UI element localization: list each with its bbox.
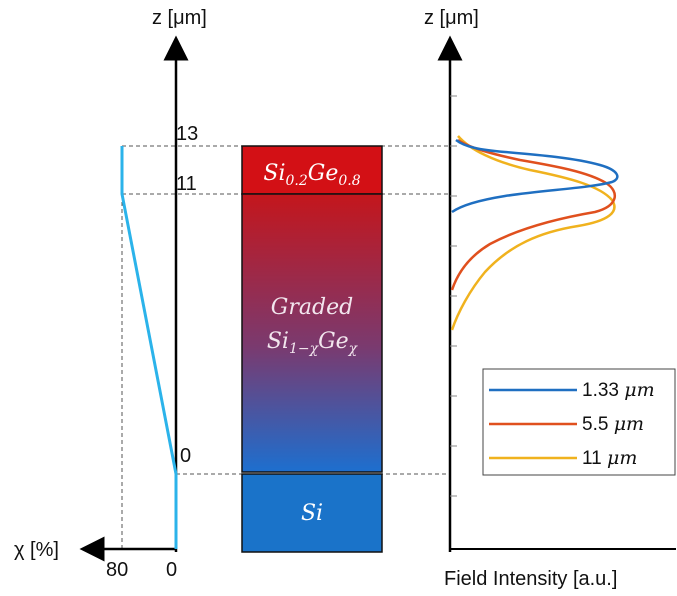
legend-item-1: 1.33 μm [489, 379, 655, 401]
mode-profile-1_33um [451, 138, 619, 214]
right-plot: z [μm] Field Intensity [a.u.] 1.33 μm 5.… [424, 7, 676, 590]
top-layer-label: Si0.2Ge0.8 [263, 161, 360, 189]
substrate-rect [241, 473, 383, 553]
z-axis-left-label: z [μm] [152, 7, 207, 29]
legend-label-2: 5.5 [582, 414, 608, 435]
tick-z11: 11 [176, 173, 197, 195]
graded-layer-word: Graded [271, 295, 353, 320]
graded-layer-rect [241, 193, 383, 473]
tick-z13: 13 [176, 123, 198, 145]
layer-stack: Si0.2Ge0.8 Graded Si1−χGeχ Si [241, 145, 383, 553]
substrate-label: Si [301, 501, 323, 526]
legend-label-1: 1.33 [582, 380, 619, 401]
z-axis-right-ticks [450, 95, 457, 497]
svg-text:5.5 μm: 5.5 μm [582, 413, 644, 435]
chi-axis-label: χ [%] [14, 539, 59, 561]
z-axis-right-label: z [μm] [424, 7, 479, 29]
top-layer-rect [241, 145, 383, 195]
mode-profile-11um [450, 135, 616, 331]
composition-profile-line [120, 146, 178, 549]
tick-chi80: 80 [106, 559, 128, 581]
svg-text:1.33 μm: 1.33 μm [582, 379, 655, 401]
graded-layer-formula: Si1−χGeχ [267, 329, 359, 357]
legend-item-2: 5.5 μm [489, 413, 644, 435]
mode-profile-5_5um [450, 138, 616, 291]
legend-unit-1: μm [624, 379, 654, 401]
svg-text:11 μm: 11 μm [582, 447, 637, 469]
intensity-axis-label: Field Intensity [a.u.] [444, 568, 617, 590]
tick-z0: 0 [180, 445, 191, 467]
legend-item-3: 11 μm [489, 447, 637, 469]
legend-unit-2: μm [614, 413, 644, 435]
legend-unit-3: μm [607, 447, 637, 469]
tick-chi0: 0 [166, 559, 177, 581]
legend-label-3: 11 [582, 448, 602, 469]
